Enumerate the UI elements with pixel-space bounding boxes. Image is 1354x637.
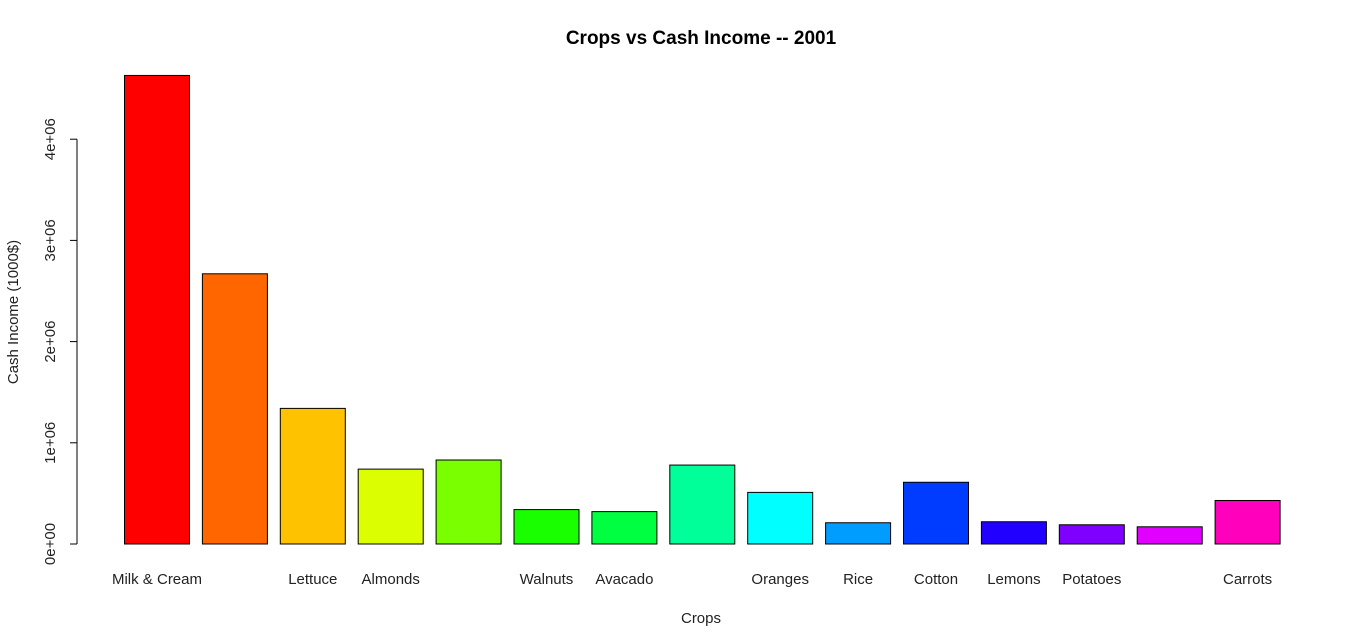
bar [357, 468, 424, 545]
bar [435, 459, 502, 545]
y-tick-label: 0e+00 [42, 523, 59, 565]
bar [513, 509, 580, 545]
x-category-label: Oranges [751, 571, 809, 588]
bar [201, 273, 268, 545]
x-category-label: Cotton [914, 571, 958, 588]
x-category-label: Lemons [987, 571, 1040, 588]
bar [980, 521, 1047, 545]
category-labels: Milk & Cream Lettuce Almonds Walnuts Avacado… [112, 571, 1272, 588]
x-category-label: Almonds [362, 571, 420, 588]
y-tick-label: 3e+06 [42, 219, 59, 261]
bar [124, 74, 190, 545]
chart-title: Crops vs Cash Income -- 2001 [566, 28, 837, 49]
x-category-label: Carrots [1223, 571, 1272, 588]
bar [1058, 524, 1125, 545]
y-tick-label: 1e+06 [42, 422, 59, 464]
y-axis-label: Cash Income (1000$) [5, 240, 22, 384]
bar [747, 491, 814, 545]
bar [1136, 526, 1203, 545]
bar [825, 522, 892, 545]
y-axis: 0e+00 1e+06 2e+06 3e+06 4e+06 [42, 118, 78, 565]
y-tick-label: 4e+06 [42, 118, 59, 160]
x-axis-label: Crops [681, 610, 721, 627]
bar [669, 464, 736, 545]
x-category-label: Avacado [595, 571, 653, 588]
x-category-label: Milk & Cream [112, 571, 202, 588]
x-category-label: Lettuce [288, 571, 337, 588]
x-category-label: Rice [843, 571, 873, 588]
x-category-label: Potatoes [1062, 571, 1121, 588]
bar [279, 407, 346, 545]
x-category-label: Walnuts [520, 571, 574, 588]
bar [591, 511, 658, 545]
bar [1214, 499, 1281, 545]
y-tick-label: 2e+06 [42, 321, 59, 363]
bar [903, 481, 969, 545]
bars-group [124, 74, 1281, 545]
